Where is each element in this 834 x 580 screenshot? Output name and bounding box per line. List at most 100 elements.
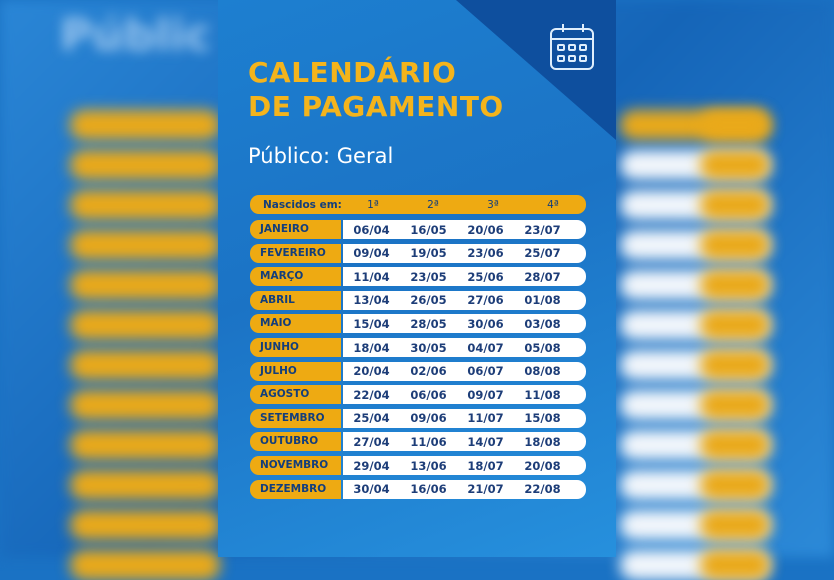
- payment-date: 23/06: [467, 246, 504, 261]
- month-label: SETEMBRO: [250, 408, 341, 428]
- payment-date: 09/04: [353, 246, 390, 261]
- corner-decoration: [456, 0, 616, 140]
- payment-calendar-card: CALENDÁRIO DE PAGAMENTO Público: Geral N…: [218, 0, 616, 557]
- blurred-background-bar: [700, 270, 770, 300]
- month-label: DEZEMBRO: [250, 479, 341, 499]
- payment-date: 11/06: [410, 434, 447, 449]
- blurred-background-bar: [70, 230, 220, 260]
- header-col: 2ª: [427, 198, 439, 211]
- blurred-background-bar: [70, 550, 220, 580]
- payment-date: 25/06: [467, 269, 504, 284]
- blurred-background-bar: [700, 470, 770, 500]
- table-row: MARÇO 11/04 23/05 25/06 28/07: [250, 267, 586, 287]
- payment-date: 05/08: [524, 340, 561, 355]
- blurred-background-bar: [700, 230, 770, 260]
- blurred-background-bar: [70, 510, 220, 540]
- blurred-background-bar: [700, 550, 770, 580]
- payment-date: 06/04: [353, 222, 390, 237]
- table-row: SETEMBRO 25/04 09/06 11/07 15/08: [250, 408, 586, 428]
- page-title: CALENDÁRIO DE PAGAMENTO: [248, 56, 504, 124]
- blurred-background-bar: [700, 510, 770, 540]
- payment-date: 18/04: [353, 340, 390, 355]
- month-label: JUNHO: [250, 338, 341, 357]
- dates-cell: 30/04 16/06 21/07 22/08: [343, 479, 586, 499]
- title-line-1: CALENDÁRIO: [248, 56, 457, 89]
- blurred-background-bar: [70, 470, 220, 500]
- dates-cell: 11/04 23/05 25/06 28/07: [343, 267, 586, 287]
- payment-date: 11/04: [353, 269, 390, 284]
- payment-date: 01/08: [524, 293, 561, 308]
- payment-date: 04/07: [467, 340, 504, 355]
- blurred-background-bar: [70, 110, 220, 140]
- blurred-background-bar: [70, 190, 220, 220]
- month-label: OUTUBRO: [250, 432, 341, 452]
- table-row: AGOSTO 22/04 06/06 09/07 11/08: [250, 385, 586, 405]
- payment-date: 20/04: [353, 364, 390, 379]
- month-label: JULHO: [250, 361, 341, 381]
- payment-date: 28/05: [410, 316, 447, 331]
- dates-cell: 15/04 28/05 30/06 03/08: [343, 314, 586, 334]
- payment-date: 27/06: [467, 293, 504, 308]
- payment-date: 03/08: [524, 316, 561, 331]
- blurred-background-bar: [70, 350, 220, 380]
- blurred-background-bar: [700, 190, 770, 220]
- month-label: FEVEREIRO: [250, 243, 341, 263]
- payment-date: 15/04: [353, 316, 390, 331]
- payment-date: 23/05: [410, 269, 447, 284]
- month-label: NOVEMBRO: [250, 456, 341, 475]
- blurred-background-bar: [70, 430, 220, 460]
- payment-date: 06/07: [467, 364, 504, 379]
- payment-date: 19/05: [410, 246, 447, 261]
- blurred-background-bar: [70, 270, 220, 300]
- payment-date: 22/04: [353, 387, 390, 402]
- dates-cell: 27/04 11/06 14/07 18/08: [343, 432, 586, 452]
- blurred-background-bar: [700, 430, 770, 460]
- table-row: JUNHO 18/04 30/05 04/07 05/08: [250, 338, 586, 357]
- payment-date: 14/07: [467, 434, 504, 449]
- month-label: MARÇO: [250, 267, 341, 287]
- dates-cell: 20/04 02/06 06/07 08/08: [343, 361, 586, 381]
- payment-date: 18/08: [524, 434, 561, 449]
- payment-date: 30/04: [353, 482, 390, 497]
- blurred-background-bar: [70, 390, 220, 420]
- payment-date: 25/04: [353, 411, 390, 426]
- calendar-icon: [550, 24, 594, 70]
- payment-date: 30/06: [467, 316, 504, 331]
- payment-date: 20/08: [524, 458, 561, 473]
- payment-date: 11/08: [524, 387, 561, 402]
- blurred-background-bar: [700, 350, 770, 380]
- payment-date: 23/07: [524, 222, 561, 237]
- blurred-background-bar: [70, 150, 220, 180]
- payment-date: 06/06: [410, 387, 447, 402]
- table-row: JULHO 20/04 02/06 06/07 08/08: [250, 361, 586, 381]
- header-col: 1ª: [367, 198, 379, 211]
- table-row: JANEIRO 06/04 16/05 20/06 23/07: [250, 220, 586, 239]
- header-label: Nascidos em:: [263, 198, 342, 211]
- dates-cell: 18/04 30/05 04/07 05/08: [343, 338, 586, 357]
- month-label: JANEIRO: [250, 220, 341, 239]
- payment-date: 29/04: [353, 458, 390, 473]
- payment-date: 09/06: [410, 411, 447, 426]
- table-row: FEVEREIRO 09/04 19/05 23/06 25/07: [250, 243, 586, 263]
- payment-date: 26/05: [410, 293, 447, 308]
- dates-cell: 13/04 26/05 27/06 01/08: [343, 290, 586, 310]
- blurred-background-bar: [70, 310, 220, 340]
- header-col: 3ª: [487, 198, 499, 211]
- payment-date: 16/05: [410, 222, 447, 237]
- dates-cell: 09/04 19/05 23/06 25/07: [343, 243, 586, 263]
- blurred-background-bar: [700, 150, 770, 180]
- header-col: 4ª: [547, 198, 559, 211]
- title-line-2: DE PAGAMENTO: [248, 90, 504, 123]
- table-row: NOVEMBRO 29/04 13/06 18/07 20/08: [250, 456, 586, 475]
- table-header: Nascidos em: 1ª 2ª 3ª 4ª: [250, 195, 586, 214]
- blurred-background-bar: [700, 390, 770, 420]
- payment-date: 15/08: [524, 411, 561, 426]
- payment-date: 25/07: [524, 246, 561, 261]
- dates-cell: 25/04 09/06 11/07 15/08: [343, 408, 586, 428]
- blurred-background-bar: [700, 110, 770, 140]
- subtitle: Público: Geral: [248, 144, 394, 168]
- month-label: AGOSTO: [250, 385, 341, 405]
- dates-cell: 22/04 06/06 09/07 11/08: [343, 385, 586, 405]
- month-label: ABRIL: [250, 290, 341, 310]
- table-row: OUTUBRO 27/04 11/06 14/07 18/08: [250, 432, 586, 452]
